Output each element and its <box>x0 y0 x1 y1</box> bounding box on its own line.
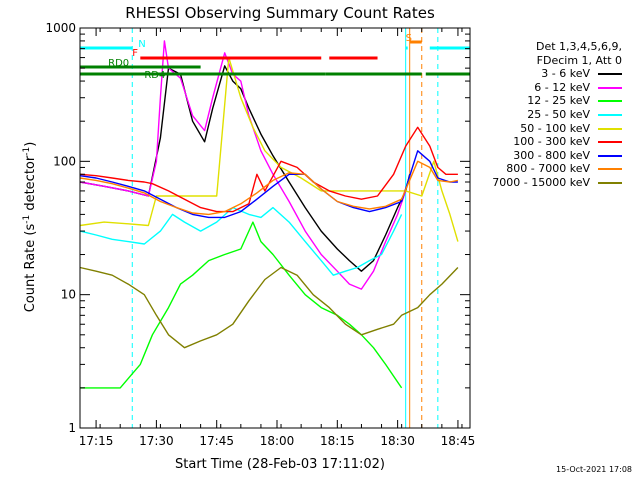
legend-entry-4: 50 - 100 keV <box>472 122 632 136</box>
series-line-2 <box>80 221 403 389</box>
series-line-7 <box>79 160 459 216</box>
legend-header-line-2: FDecim 1, Att 0 <box>536 53 622 67</box>
legend-entry-8: 7000 - 15000 keV <box>472 176 632 190</box>
legend-label: 300 - 800 keV <box>513 148 590 162</box>
state-label-n: N <box>138 39 145 50</box>
legend-swatch <box>598 154 622 157</box>
legend-swatch <box>598 73 622 76</box>
legend-entry-1: 6 - 12 keV <box>472 81 632 95</box>
state-label-f: F <box>132 48 138 59</box>
series-line-1 <box>79 40 407 290</box>
x-tick-label: 18:45 <box>441 434 476 448</box>
legend-swatch <box>598 141 622 144</box>
plot-frame <box>79 27 471 429</box>
legend-label: 100 - 300 keV <box>513 135 590 149</box>
legend-swatch <box>598 86 622 89</box>
x-axis-label: Start Time (28-Feb-03 17:11:02) <box>175 457 385 472</box>
x-tick-label: 18:30 <box>380 434 415 448</box>
y-tick-label: 1000 <box>45 21 76 35</box>
x-tick-label: 17:15 <box>79 434 114 448</box>
legend-swatch <box>598 113 622 116</box>
legend-entry-3: 25 - 50 keV <box>472 108 632 122</box>
legend-header-line-1: Det 1,3,4,5,6,9, <box>535 40 622 53</box>
legend-label: 3 - 6 keV <box>541 67 590 81</box>
y-tick-label: 1 <box>68 421 76 435</box>
x-tick-label: 17:30 <box>139 434 174 448</box>
legend-label: 6 - 12 keV <box>534 80 590 94</box>
series-line-8 <box>79 266 459 349</box>
series-line-5 <box>79 126 458 213</box>
legend-entry-7: 800 - 7000 keV <box>472 162 632 176</box>
legend-swatch <box>598 181 622 184</box>
state-label-s: S <box>406 33 412 44</box>
legend-label: 50 - 100 keV <box>520 121 590 135</box>
legend-swatch <box>598 100 622 103</box>
x-tick-label: 17:45 <box>199 434 234 448</box>
legend-label: 7000 - 15000 keV <box>492 175 590 189</box>
legend-entry-0: 3 - 6 keV <box>472 67 632 81</box>
generation-timestamp: 15-Oct-2021 17:08 <box>556 465 632 474</box>
legend-label: 12 - 25 keV <box>527 94 590 108</box>
x-tick-label: 18:15 <box>320 434 355 448</box>
series-line-6 <box>79 150 458 219</box>
legend-entry-2: 12 - 25 keV <box>472 94 632 108</box>
y-axis-label: Count Rate (s-1 detector-1) <box>22 142 38 313</box>
series-line-4 <box>79 56 459 242</box>
series-line-3 <box>79 206 403 276</box>
legend-entry-5: 100 - 300 keV <box>472 135 632 149</box>
state-label-rd4: RD4 <box>144 70 165 81</box>
state-label-rd0: RD0 <box>108 58 129 69</box>
x-tick-label: 18:00 <box>260 434 295 448</box>
y-tick-label: 10 <box>61 288 76 302</box>
y-tick-label: 100 <box>53 154 76 168</box>
legend-swatch <box>598 127 622 130</box>
legend-entry-6: 300 - 800 keV <box>472 149 632 163</box>
legend-label: 25 - 50 keV <box>527 107 590 121</box>
legend-swatch <box>598 168 622 171</box>
series-line-0 <box>79 65 411 272</box>
legend: Det 1,3,4,5,6,9, FDecim 1, Att 0 3 - 6 k… <box>472 40 632 190</box>
chart-title: RHESSI Observing Summary Count Rates <box>125 4 435 22</box>
legend-label: 800 - 7000 keV <box>506 162 590 176</box>
